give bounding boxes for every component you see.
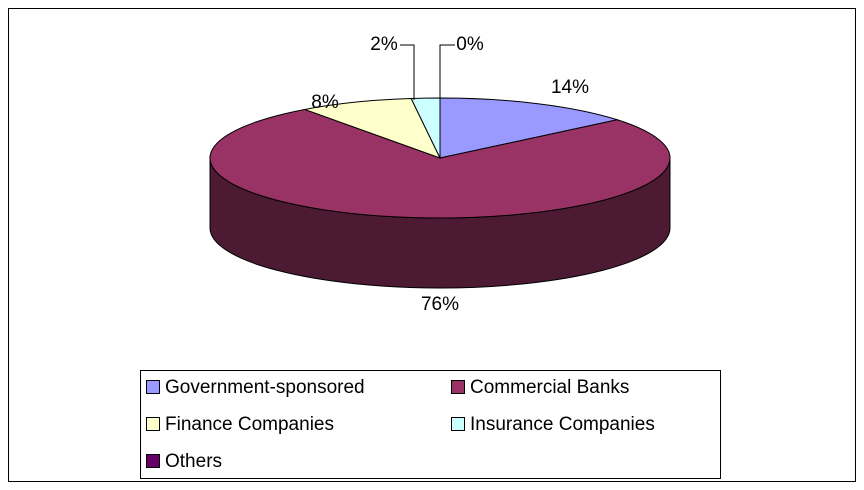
pie-slice [302, 97, 441, 159]
pie: 14% 76% 8% 2% 0% [209, 34, 671, 315]
legend-swatch [146, 454, 160, 468]
legend-label: Finance Companies [165, 414, 334, 435]
legend-swatch [451, 417, 465, 431]
legend-box [140, 370, 721, 479]
legend-swatch [146, 380, 160, 394]
data-label: 8% [311, 92, 339, 113]
legend-swatch [451, 380, 465, 394]
pie-slice [209, 108, 671, 219]
legend: Government-sponsored Commercial Banks Fina… [146, 377, 655, 472]
data-label: 2% [370, 34, 398, 55]
data-label: 0% [456, 34, 484, 55]
data-label: 14% [551, 77, 589, 98]
legend-label: Insurance Companies [470, 414, 655, 435]
legend-label: Others [165, 451, 222, 472]
leader-line [400, 44, 415, 100]
pie-slice [439, 97, 620, 159]
legend-label: Commercial Banks [470, 377, 629, 398]
legend-swatch [146, 417, 160, 431]
leader-line [439, 44, 455, 98]
legend-label: Government-sponsored [165, 377, 365, 398]
data-label: 76% [421, 294, 459, 315]
